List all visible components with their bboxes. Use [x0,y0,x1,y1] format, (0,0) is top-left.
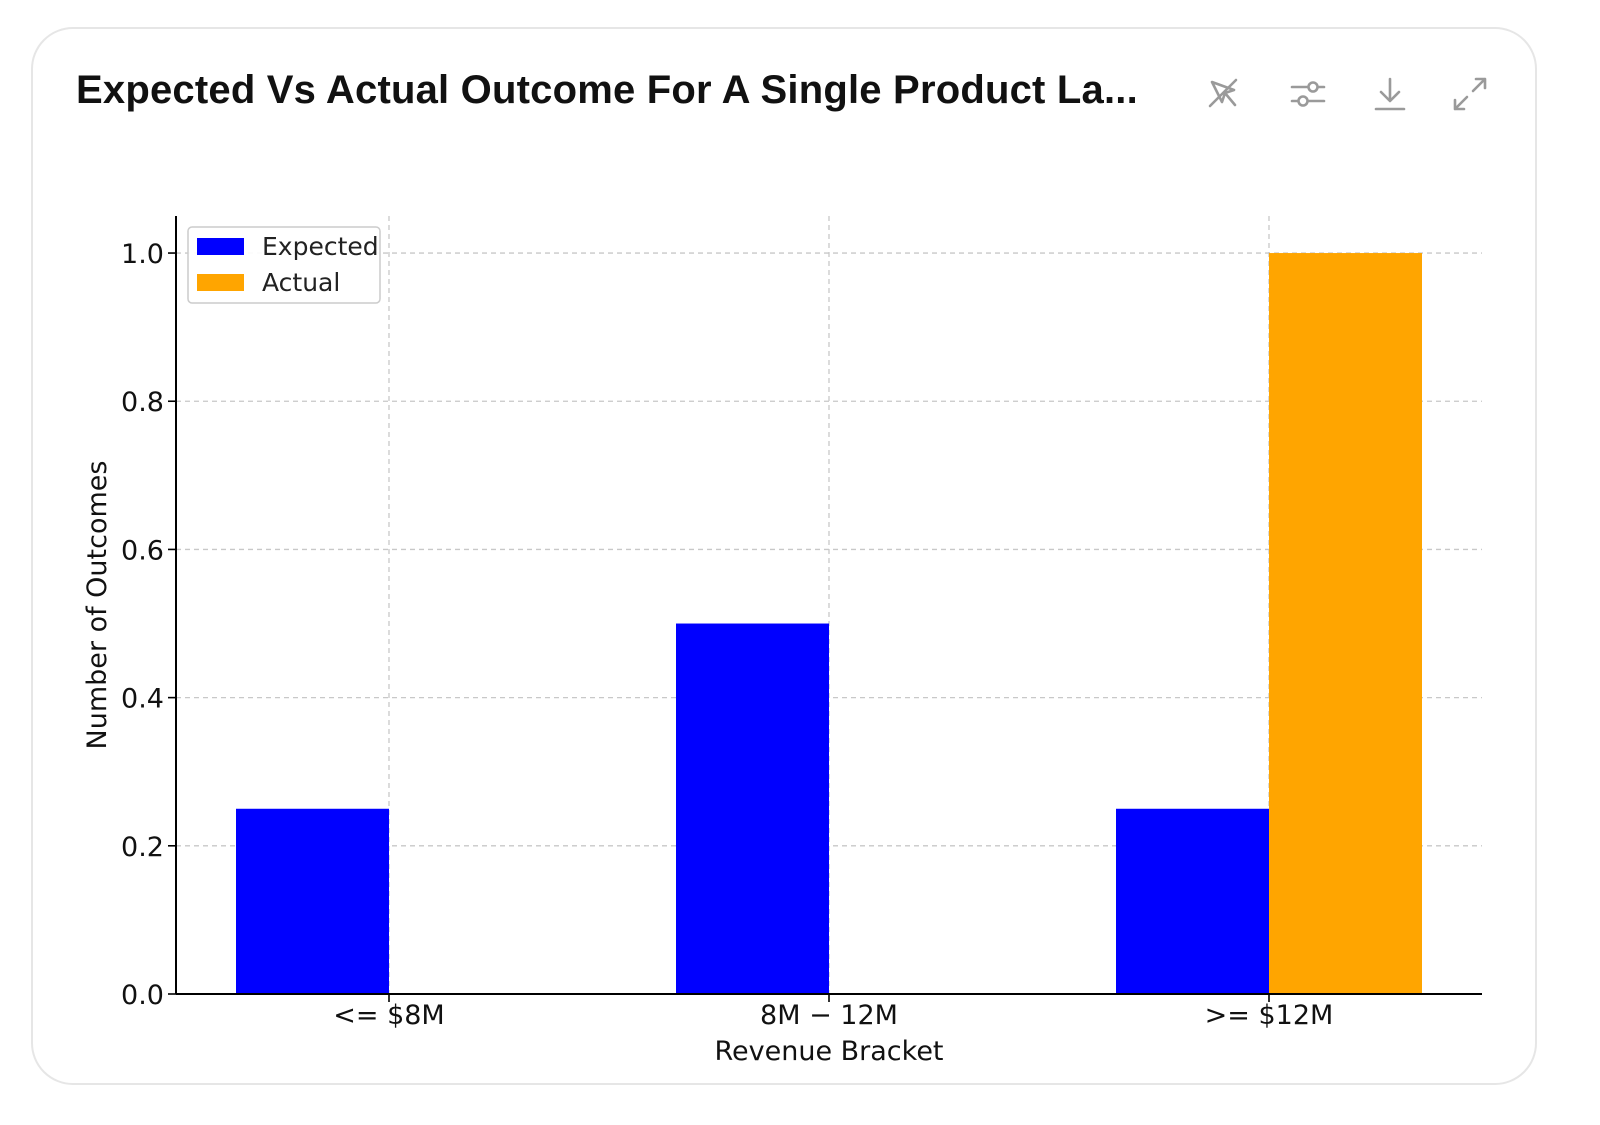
y-tick-label: 0.6 [121,535,164,566]
settings-sliders-icon [1290,81,1326,107]
chart-title: Expected Vs Actual Outcome For A Single … [76,68,1138,112]
y-tick-label: 0.0 [121,980,164,1011]
y-tick-label: 0.2 [121,832,164,863]
y-tick-label: 0.8 [121,387,164,418]
y-tick-label: 0.4 [121,684,164,715]
ticks: 0.0 0.2 0.4 0.6 0.8 1.0 <= $8M 8M − 12M >= $12M [121,239,1333,1031]
interactive-toggle-button[interactable] [1196,66,1252,122]
x-tick-label: 8M − 12M [760,1000,898,1031]
bars [236,253,1422,995]
legend-swatch-expected [197,238,244,255]
bar-expected-2 [1116,808,1269,994]
download-icon [1374,77,1406,111]
x-tick-label: <= $8M [333,1000,444,1031]
expand-icon [1453,77,1487,111]
bar-expected-1 [676,623,829,994]
bar-expected-0 [236,808,389,994]
legend-label-actual: Actual [262,268,340,297]
bar-actual-2 [1269,253,1422,995]
expand-button[interactable] [1442,66,1498,122]
interactive-toggle-icon [1208,78,1238,108]
x-tick-label: >= $12M [1205,1000,1334,1031]
chart-settings-button[interactable] [1280,66,1336,122]
y-axis-label: Number of Outcomes [82,461,113,750]
legend-swatch-actual [197,274,244,291]
download-button[interactable] [1362,66,1418,122]
x-axis-label: Revenue Bracket [714,1036,943,1067]
y-tick-label: 1.0 [121,239,164,270]
legend: Expected Actual [187,226,381,304]
legend-label-expected: Expected [262,232,379,261]
